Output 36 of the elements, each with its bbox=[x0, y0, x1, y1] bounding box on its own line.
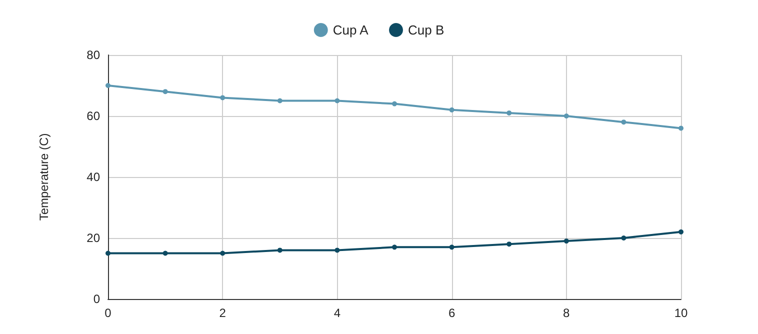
x-tick-label: 4 bbox=[334, 306, 341, 320]
y-tick-label: 20 bbox=[86, 231, 100, 245]
point bbox=[106, 83, 110, 88]
point bbox=[392, 244, 397, 250]
point bbox=[506, 242, 512, 247]
legend-label: Cup A bbox=[332, 22, 369, 38]
x-tick-label: 8 bbox=[563, 306, 570, 320]
point bbox=[277, 248, 282, 253]
point bbox=[449, 107, 454, 112]
point bbox=[334, 98, 340, 104]
point bbox=[277, 98, 282, 104]
x-tick-label: 2 bbox=[219, 306, 226, 320]
point bbox=[621, 236, 626, 240]
point bbox=[220, 250, 226, 256]
y-tick-label: 60 bbox=[86, 109, 100, 123]
point bbox=[162, 250, 168, 256]
point bbox=[506, 110, 512, 116]
point bbox=[621, 120, 626, 125]
point bbox=[334, 248, 340, 253]
x-tick-label: 10 bbox=[674, 306, 688, 320]
y-tick-label: 0 bbox=[93, 292, 100, 306]
point bbox=[220, 95, 226, 100]
point bbox=[564, 114, 569, 118]
point bbox=[678, 229, 684, 234]
point bbox=[564, 238, 569, 244]
point bbox=[678, 126, 684, 131]
legend-label: Cup B bbox=[408, 22, 444, 38]
point bbox=[106, 250, 110, 256]
point bbox=[392, 101, 397, 106]
y-axis-title: Temperature (C) bbox=[37, 133, 51, 221]
x-tick-label: 6 bbox=[448, 306, 456, 320]
y-tick-label: 80 bbox=[86, 48, 100, 62]
point bbox=[449, 244, 454, 250]
y-tick-label: 40 bbox=[86, 170, 100, 184]
point bbox=[162, 89, 168, 94]
x-tick-label: 0 bbox=[104, 306, 112, 320]
